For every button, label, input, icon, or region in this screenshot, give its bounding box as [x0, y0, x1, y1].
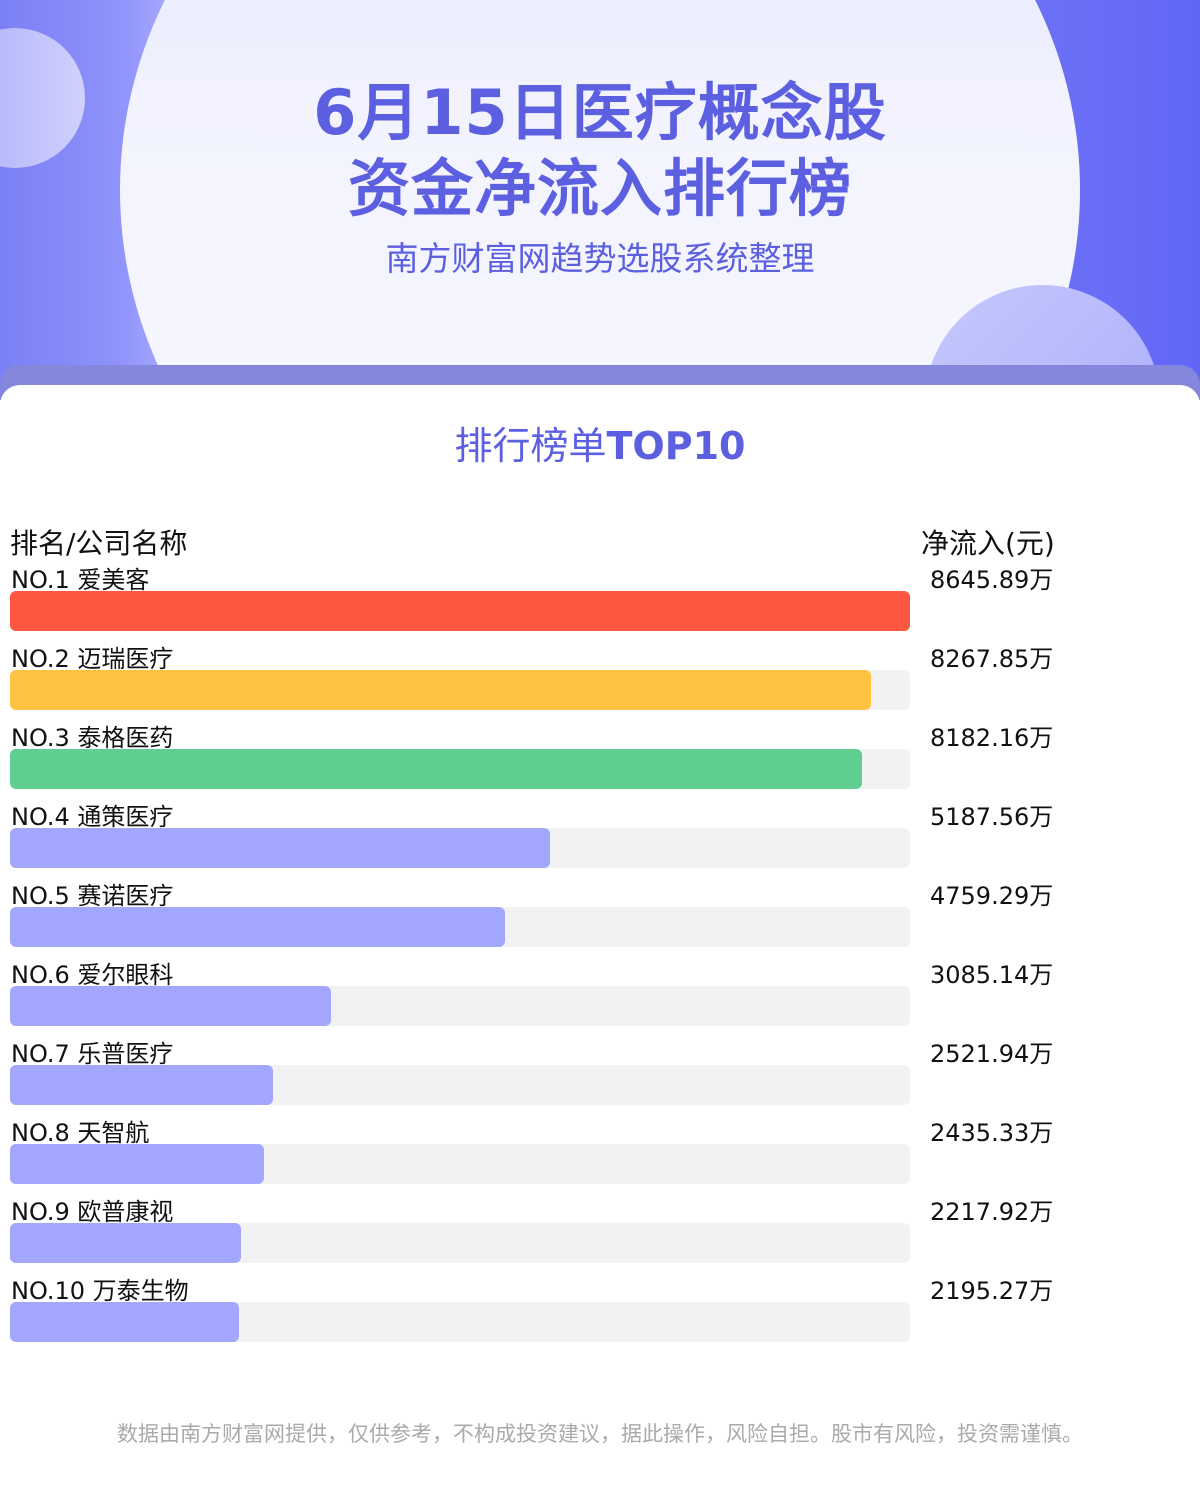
bar-track [10, 749, 910, 789]
value-label: 2521.94万 [930, 1040, 1054, 1068]
header-rank-name: 排名/公司名称 [10, 527, 188, 560]
bar-track [10, 1223, 910, 1263]
header-oval [120, 0, 1080, 400]
bar [10, 986, 332, 1026]
bar [10, 828, 550, 868]
bar-track [10, 1144, 910, 1184]
bar [10, 907, 506, 947]
bar-label: NO.1 爱美客 [11, 566, 150, 594]
value-label: 2435.33万 [930, 1119, 1054, 1147]
bar-track [10, 986, 910, 1026]
value-label: 8182.16万 [930, 724, 1054, 752]
bar-track [10, 907, 910, 947]
footer-disclaimer: 数据由南方财富网提供，仅供参考，不构成投资建议，据此操作，风险自担。股市有风险，… [117, 1422, 1083, 1446]
value-label: 3085.14万 [930, 961, 1054, 989]
value-label: 8645.89万 [930, 566, 1054, 594]
value-label: 8267.85万 [930, 645, 1054, 673]
bar [10, 1223, 241, 1263]
bar-label: NO.9 欧普康视 [11, 1198, 174, 1226]
bar [10, 1065, 273, 1105]
value-label: 5187.56万 [930, 803, 1054, 831]
page-title-line2: 资金净流入排行榜 [347, 152, 852, 225]
bar-label: NO.2 迈瑞医疗 [11, 645, 174, 673]
section-title: 排行榜单TOP10 [0, 415, 1200, 470]
bar-label: NO.3 泰格医药 [11, 724, 174, 752]
bar [10, 591, 910, 631]
value-label: 2195.27万 [930, 1277, 1054, 1305]
header-banner: 6月15日医疗概念股 资金净流入排行榜 南方财富网趋势选股系统整理 [0, 0, 1200, 400]
bar-label: NO.8 天智航 [11, 1119, 150, 1147]
page-title-line1: 6月15日医疗概念股 [313, 76, 887, 149]
bar-track [10, 1065, 910, 1105]
bar-track [10, 591, 910, 631]
bar-label: NO.6 爱尔眼科 [11, 961, 174, 989]
bar [10, 749, 862, 789]
page-subtitle: 南方财富网趋势选股系统整理 [385, 239, 815, 278]
bar-label: NO.10 万泰生物 [11, 1277, 189, 1305]
value-label: 2217.92万 [930, 1198, 1054, 1226]
section-title-suffix: TOP10 [606, 424, 746, 468]
bar-track [10, 670, 910, 710]
header-net-inflow: 净流入(元) [921, 527, 1055, 560]
section-title-prefix: 排行榜单 [454, 424, 607, 468]
bar-label: NO.7 乐普医疗 [11, 1040, 174, 1068]
bar-label: NO.4 通策医疗 [11, 803, 174, 831]
bar-label: NO.5 赛诺医疗 [11, 882, 174, 910]
bar-track [10, 828, 910, 868]
bar [10, 670, 871, 710]
bar [10, 1302, 239, 1342]
bar-track [10, 1302, 910, 1342]
value-label: 4759.29万 [930, 882, 1054, 910]
bar [10, 1144, 264, 1184]
